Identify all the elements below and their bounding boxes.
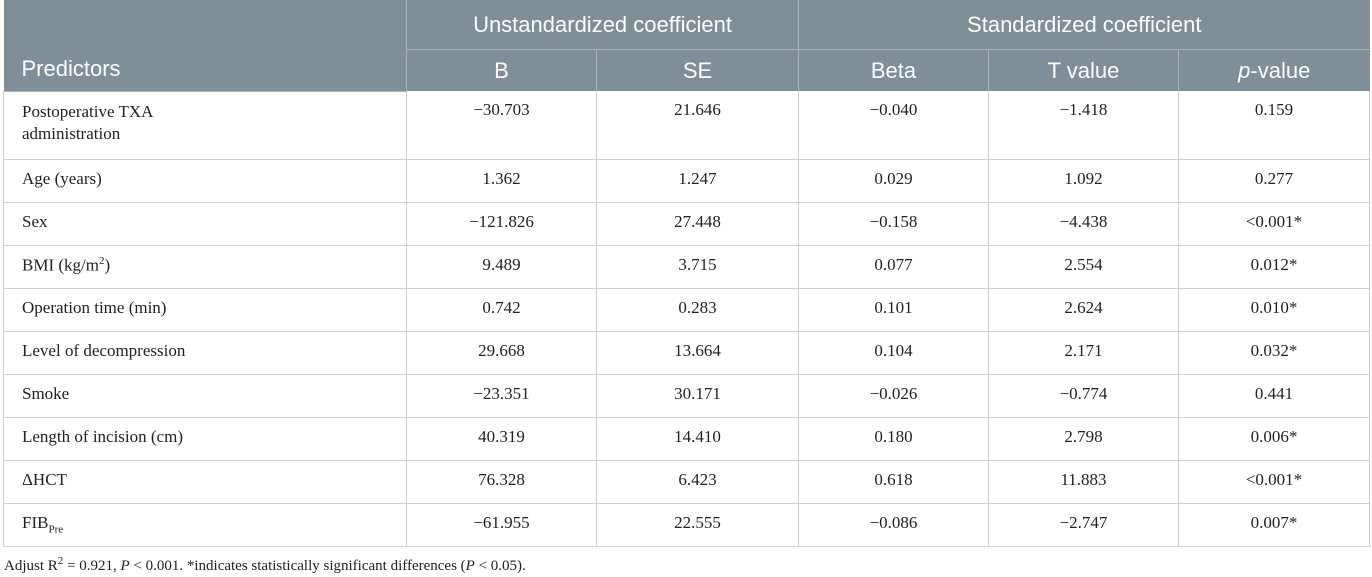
b-cell: 29.668 bbox=[406, 331, 597, 375]
beta-cell: 0.104 bbox=[798, 331, 989, 375]
table-row: Smoke −23.351 30.171 −0.026 −0.774 0.441 bbox=[3, 374, 1371, 418]
se-cell: 6.423 bbox=[596, 460, 799, 504]
se-cell: 30.171 bbox=[596, 374, 799, 418]
header-b: B bbox=[406, 49, 597, 91]
table-row: BMI (kg/m2) 9.489 3.715 0.077 2.554 0.01… bbox=[3, 245, 1371, 289]
table-footnote: Adjust R2 = 0.921, P < 0.001. *indicates… bbox=[4, 555, 526, 574]
b-cell: −30.703 bbox=[406, 91, 597, 160]
predictor-cell: FIBPre bbox=[3, 503, 407, 547]
se-cell: 21.646 bbox=[596, 91, 799, 160]
t-cell: −1.418 bbox=[988, 91, 1179, 160]
predictor-cell: ΔHCT bbox=[3, 460, 407, 504]
beta-cell: 0.029 bbox=[798, 159, 989, 203]
table-row: Sex −121.826 27.448 −0.158 −4.438 <0.001… bbox=[3, 202, 1371, 246]
t-cell: −0.774 bbox=[988, 374, 1179, 418]
t-cell: 2.554 bbox=[988, 245, 1179, 289]
p-cell: 0.032* bbox=[1177, 331, 1371, 375]
b-cell: 40.319 bbox=[406, 417, 597, 461]
t-cell: −2.747 bbox=[988, 503, 1179, 547]
b-cell: −121.826 bbox=[406, 202, 597, 246]
predictor-cell: Age (years) bbox=[3, 159, 407, 203]
regression-table: Predictors Unstandardized coefficient St… bbox=[3, 0, 1371, 547]
beta-cell: 0.618 bbox=[798, 460, 989, 504]
b-cell: 1.362 bbox=[406, 159, 597, 203]
t-cell: 11.883 bbox=[988, 460, 1179, 504]
se-cell: 27.448 bbox=[596, 202, 799, 246]
table-row: Level of decompression 29.668 13.664 0.1… bbox=[3, 331, 1371, 375]
predictor-cell: BMI (kg/m2) bbox=[3, 245, 407, 289]
p-cell: 0.277 bbox=[1177, 159, 1371, 203]
b-cell: 76.328 bbox=[406, 460, 597, 504]
predictor-cell: Length of incision (cm) bbox=[3, 417, 407, 461]
se-cell: 14.410 bbox=[596, 417, 799, 461]
table-body: Postoperative TXA administration −30.703… bbox=[3, 91, 1371, 547]
p-cell: 0.159 bbox=[1177, 91, 1371, 160]
header-t-value: T value bbox=[988, 49, 1179, 91]
header-se: SE bbox=[596, 49, 799, 91]
se-cell: 13.664 bbox=[596, 331, 799, 375]
p-cell: <0.001* bbox=[1177, 460, 1371, 504]
se-cell: 3.715 bbox=[596, 245, 799, 289]
header-p-italic: p bbox=[1238, 57, 1251, 83]
p-cell: 0.010* bbox=[1177, 288, 1371, 332]
beta-cell: −0.086 bbox=[798, 503, 989, 547]
header-p-suffix: -value bbox=[1250, 57, 1311, 83]
p-cell: <0.001* bbox=[1177, 202, 1371, 246]
beta-cell: −0.040 bbox=[798, 91, 989, 160]
t-cell: 2.798 bbox=[988, 417, 1179, 461]
table-row: ΔHCT 76.328 6.423 0.618 11.883 <0.001* bbox=[3, 460, 1371, 504]
predictor-cell: Level of decompression bbox=[3, 331, 407, 375]
p-cell: 0.007* bbox=[1177, 503, 1371, 547]
t-cell: −4.438 bbox=[988, 202, 1179, 246]
beta-cell: −0.026 bbox=[798, 374, 989, 418]
predictor-label: Postoperative TXA administration bbox=[22, 101, 153, 143]
se-cell: 1.247 bbox=[596, 159, 799, 203]
se-cell: 0.283 bbox=[596, 288, 799, 332]
b-cell: 0.742 bbox=[406, 288, 597, 332]
table-row: Length of incision (cm) 40.319 14.410 0.… bbox=[3, 417, 1371, 461]
p-cell: 0.006* bbox=[1177, 417, 1371, 461]
b-cell: −61.955 bbox=[406, 503, 597, 547]
predictor-cell: Sex bbox=[3, 202, 407, 246]
p-cell: 0.012* bbox=[1177, 245, 1371, 289]
table-row: Age (years) 1.362 1.247 0.029 1.092 0.27… bbox=[3, 159, 1371, 203]
header-p-value: p-value bbox=[1177, 49, 1370, 91]
predictor-cell: Smoke bbox=[3, 374, 407, 418]
p-cell: 0.441 bbox=[1177, 374, 1371, 418]
header-beta: Beta bbox=[798, 49, 989, 91]
predictor-cell: Postoperative TXA administration bbox=[3, 91, 407, 160]
table-row: FIBPre −61.955 22.555 −0.086 −2.747 0.00… bbox=[3, 503, 1371, 547]
table-row: Postoperative TXA administration −30.703… bbox=[3, 91, 1371, 160]
t-cell: 2.171 bbox=[988, 331, 1179, 375]
header-group-standardized: Standardized coefficient bbox=[797, 0, 1370, 50]
t-cell: 2.624 bbox=[988, 288, 1179, 332]
t-cell: 1.092 bbox=[988, 159, 1179, 203]
beta-cell: 0.101 bbox=[798, 288, 989, 332]
b-cell: −23.351 bbox=[406, 374, 597, 418]
beta-cell: 0.180 bbox=[798, 417, 989, 461]
se-cell: 22.555 bbox=[596, 503, 799, 547]
header-predictors: Predictors bbox=[3, 0, 407, 92]
b-cell: 9.489 bbox=[406, 245, 597, 289]
beta-cell: −0.158 bbox=[798, 202, 989, 246]
table-header: Predictors Unstandardized coefficient St… bbox=[3, 0, 1370, 92]
table-row: Operation time (min) 0.742 0.283 0.101 2… bbox=[3, 288, 1371, 332]
beta-cell: 0.077 bbox=[798, 245, 989, 289]
predictor-cell: Operation time (min) bbox=[3, 288, 407, 332]
header-group-unstandardized: Unstandardized coefficient bbox=[406, 0, 799, 50]
